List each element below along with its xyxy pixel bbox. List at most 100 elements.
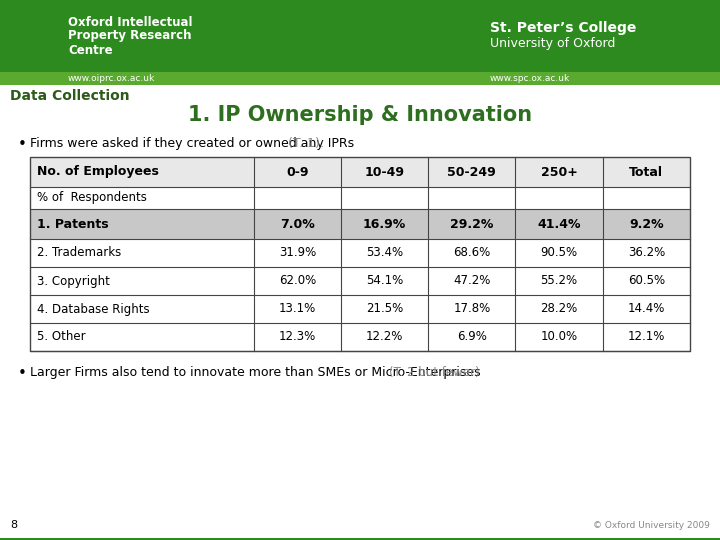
Bar xyxy=(30,157,253,187)
Text: 3. Copyright: 3. Copyright xyxy=(37,274,110,287)
Text: www.oiprc.ox.ac.uk: www.oiprc.ox.ac.uk xyxy=(68,74,156,83)
Text: 16.9%: 16.9% xyxy=(363,218,406,231)
Bar xyxy=(30,295,253,323)
Bar xyxy=(428,187,516,209)
Text: (T. 1):: (T. 1): xyxy=(287,137,324,150)
Bar xyxy=(30,157,690,351)
Text: (T. 2 but fewer): (T. 2 but fewer) xyxy=(389,366,480,379)
Bar xyxy=(603,239,690,267)
Text: 50-249: 50-249 xyxy=(447,165,496,179)
Bar xyxy=(341,295,428,323)
Text: 53.4%: 53.4% xyxy=(366,246,403,260)
Bar xyxy=(253,323,341,351)
Text: 2. Trademarks: 2. Trademarks xyxy=(37,246,121,260)
Text: Total: Total xyxy=(629,165,663,179)
Text: 36.2%: 36.2% xyxy=(628,246,665,260)
Text: 17.8%: 17.8% xyxy=(453,302,490,315)
Bar xyxy=(253,187,341,209)
Bar xyxy=(516,267,603,295)
Text: 47.2%: 47.2% xyxy=(453,274,490,287)
Bar xyxy=(516,157,603,187)
Bar xyxy=(428,209,516,239)
Bar xyxy=(603,209,690,239)
Bar xyxy=(603,267,690,295)
Text: 12.2%: 12.2% xyxy=(366,330,403,343)
Bar xyxy=(253,209,341,239)
Bar xyxy=(30,239,253,267)
Bar xyxy=(428,267,516,295)
Text: 68.6%: 68.6% xyxy=(453,246,490,260)
Bar xyxy=(30,187,253,209)
Bar xyxy=(516,209,603,239)
Bar xyxy=(341,267,428,295)
Text: University of Oxford: University of Oxford xyxy=(490,37,616,51)
Text: 21.5%: 21.5% xyxy=(366,302,403,315)
Text: Data Collection: Data Collection xyxy=(10,89,130,103)
Text: 10-49: 10-49 xyxy=(364,165,405,179)
Bar xyxy=(0,0,720,72)
Bar xyxy=(428,323,516,351)
Text: 62.0%: 62.0% xyxy=(279,274,316,287)
Bar xyxy=(0,72,720,85)
Text: St. Peter’s College: St. Peter’s College xyxy=(490,21,636,35)
Text: 60.5%: 60.5% xyxy=(628,274,665,287)
Text: 13.1%: 13.1% xyxy=(279,302,316,315)
Text: Larger Firms also tend to innovate more than SMEs or Micro-Enterprises: Larger Firms also tend to innovate more … xyxy=(30,366,485,379)
Text: 29.2%: 29.2% xyxy=(450,218,493,231)
Bar xyxy=(341,323,428,351)
Bar xyxy=(428,295,516,323)
Bar xyxy=(516,323,603,351)
Text: 4. Database Rights: 4. Database Rights xyxy=(37,302,150,315)
Bar xyxy=(603,323,690,351)
Bar xyxy=(341,239,428,267)
Bar xyxy=(603,157,690,187)
Text: 9.2%: 9.2% xyxy=(629,218,664,231)
Text: 10.0%: 10.0% xyxy=(541,330,577,343)
Text: 54.1%: 54.1% xyxy=(366,274,403,287)
Text: Firms were asked if they created or owned any IPRs: Firms were asked if they created or owne… xyxy=(30,137,358,150)
Bar xyxy=(428,239,516,267)
Bar xyxy=(428,157,516,187)
Text: 90.5%: 90.5% xyxy=(541,246,577,260)
Bar xyxy=(253,239,341,267)
Bar xyxy=(341,187,428,209)
Bar xyxy=(516,187,603,209)
Bar xyxy=(603,295,690,323)
Bar xyxy=(253,295,341,323)
Text: © Oxford University 2009: © Oxford University 2009 xyxy=(593,521,710,530)
Text: 8: 8 xyxy=(10,520,17,530)
Text: Oxford Intellectual: Oxford Intellectual xyxy=(68,16,192,29)
Bar xyxy=(30,209,253,239)
Bar xyxy=(603,187,690,209)
Bar xyxy=(253,267,341,295)
Text: 1. IP Ownership & Innovation: 1. IP Ownership & Innovation xyxy=(188,105,532,125)
Text: 31.9%: 31.9% xyxy=(279,246,316,260)
Text: No. of Employees: No. of Employees xyxy=(37,165,159,179)
Bar xyxy=(30,267,253,295)
Text: 0-9: 0-9 xyxy=(286,165,309,179)
Bar xyxy=(253,157,341,187)
Bar xyxy=(0,538,720,540)
Bar xyxy=(516,295,603,323)
Text: •: • xyxy=(18,137,27,152)
Text: 41.4%: 41.4% xyxy=(537,218,581,231)
Bar xyxy=(516,239,603,267)
Text: 7.0%: 7.0% xyxy=(280,218,315,231)
Text: 14.4%: 14.4% xyxy=(628,302,665,315)
Text: www.spc.ox.ac.uk: www.spc.ox.ac.uk xyxy=(490,74,570,83)
Text: •: • xyxy=(18,366,27,381)
Text: Firms were asked if they created or owned any IPRs (T. 1):: Firms were asked if they created or owne… xyxy=(30,137,395,150)
Text: Centre: Centre xyxy=(68,44,112,57)
Text: 55.2%: 55.2% xyxy=(541,274,577,287)
Text: 12.3%: 12.3% xyxy=(279,330,316,343)
Text: 1. Patents: 1. Patents xyxy=(37,218,109,231)
Text: 6.9%: 6.9% xyxy=(457,330,487,343)
Bar xyxy=(341,209,428,239)
Bar xyxy=(341,157,428,187)
Text: Property Research: Property Research xyxy=(68,30,192,43)
Text: 250+: 250+ xyxy=(541,165,577,179)
Text: % of  Respondents: % of Respondents xyxy=(37,192,147,205)
Text: 28.2%: 28.2% xyxy=(541,302,577,315)
Text: 12.1%: 12.1% xyxy=(628,330,665,343)
Text: 5. Other: 5. Other xyxy=(37,330,86,343)
